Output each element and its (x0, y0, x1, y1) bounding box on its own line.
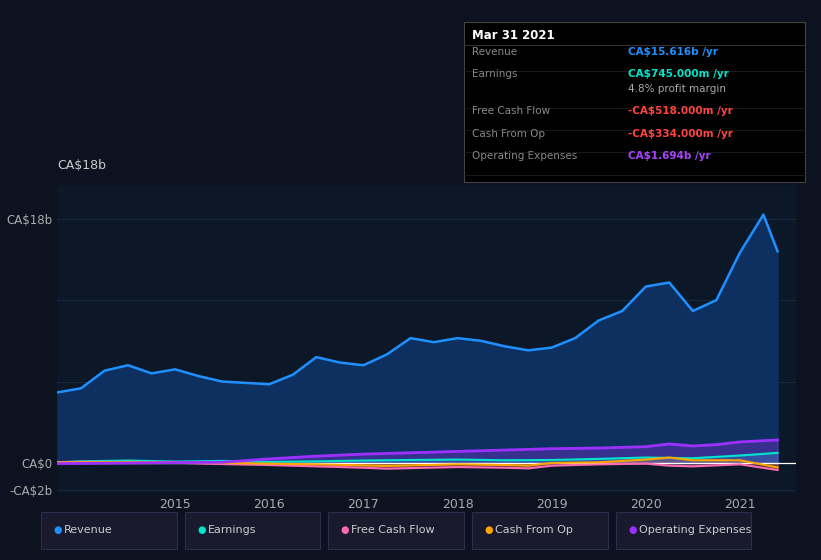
Text: Cash From Op: Cash From Op (472, 129, 545, 139)
Text: ●: ● (628, 525, 636, 535)
Text: ●: ● (341, 525, 349, 535)
Text: Operating Expenses: Operating Expenses (472, 151, 577, 161)
Text: -CA$518.000m /yr: -CA$518.000m /yr (628, 106, 733, 116)
Text: ●: ● (484, 525, 493, 535)
Text: Revenue: Revenue (64, 525, 112, 535)
Text: Earnings: Earnings (208, 525, 256, 535)
Text: ●: ● (197, 525, 205, 535)
Text: Mar 31 2021: Mar 31 2021 (472, 29, 555, 42)
Text: 4.8% profit margin: 4.8% profit margin (628, 84, 726, 94)
Text: ●: ● (53, 525, 62, 535)
Text: CA$1.694b /yr: CA$1.694b /yr (628, 151, 711, 161)
Text: -CA$334.000m /yr: -CA$334.000m /yr (628, 129, 733, 139)
Text: Earnings: Earnings (472, 69, 517, 80)
Text: CA$18b: CA$18b (57, 160, 107, 172)
Text: Free Cash Flow: Free Cash Flow (351, 525, 435, 535)
Text: CA$745.000m /yr: CA$745.000m /yr (628, 69, 729, 80)
Text: Cash From Op: Cash From Op (495, 525, 573, 535)
Text: CA$15.616b /yr: CA$15.616b /yr (628, 47, 718, 57)
Text: Revenue: Revenue (472, 47, 517, 57)
Text: Free Cash Flow: Free Cash Flow (472, 106, 550, 116)
Text: Operating Expenses: Operating Expenses (639, 525, 751, 535)
